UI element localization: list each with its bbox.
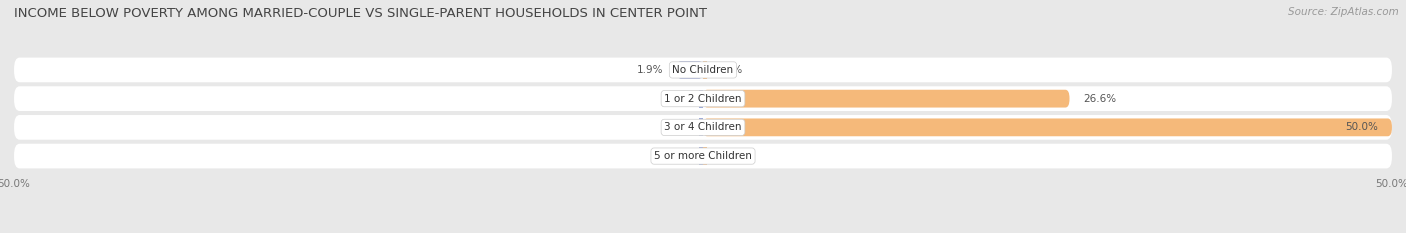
FancyBboxPatch shape (14, 58, 1392, 82)
Bar (699, 90, 703, 108)
Text: INCOME BELOW POVERTY AMONG MARRIED-COUPLE VS SINGLE-PARENT HOUSEHOLDS IN CENTER : INCOME BELOW POVERTY AMONG MARRIED-COUPL… (14, 7, 707, 20)
FancyBboxPatch shape (14, 115, 1392, 140)
FancyBboxPatch shape (703, 118, 1392, 136)
Text: 0.0%: 0.0% (664, 122, 689, 132)
Text: 0.0%: 0.0% (717, 151, 742, 161)
Text: 0.0%: 0.0% (664, 151, 689, 161)
Bar (703, 61, 707, 79)
Bar (699, 147, 703, 165)
Text: 0.0%: 0.0% (717, 65, 742, 75)
FancyBboxPatch shape (703, 90, 1070, 108)
Bar (703, 147, 707, 165)
Text: 1.9%: 1.9% (637, 65, 664, 75)
Text: 1 or 2 Children: 1 or 2 Children (664, 94, 742, 104)
Text: Source: ZipAtlas.com: Source: ZipAtlas.com (1288, 7, 1399, 17)
Text: 50.0%: 50.0% (1346, 122, 1378, 132)
Bar (699, 118, 703, 136)
Text: 26.6%: 26.6% (1083, 94, 1116, 104)
FancyBboxPatch shape (676, 61, 703, 79)
FancyBboxPatch shape (14, 144, 1392, 168)
FancyBboxPatch shape (14, 86, 1392, 111)
Text: No Children: No Children (672, 65, 734, 75)
Text: 5 or more Children: 5 or more Children (654, 151, 752, 161)
Text: 3 or 4 Children: 3 or 4 Children (664, 122, 742, 132)
Text: 0.0%: 0.0% (664, 94, 689, 104)
